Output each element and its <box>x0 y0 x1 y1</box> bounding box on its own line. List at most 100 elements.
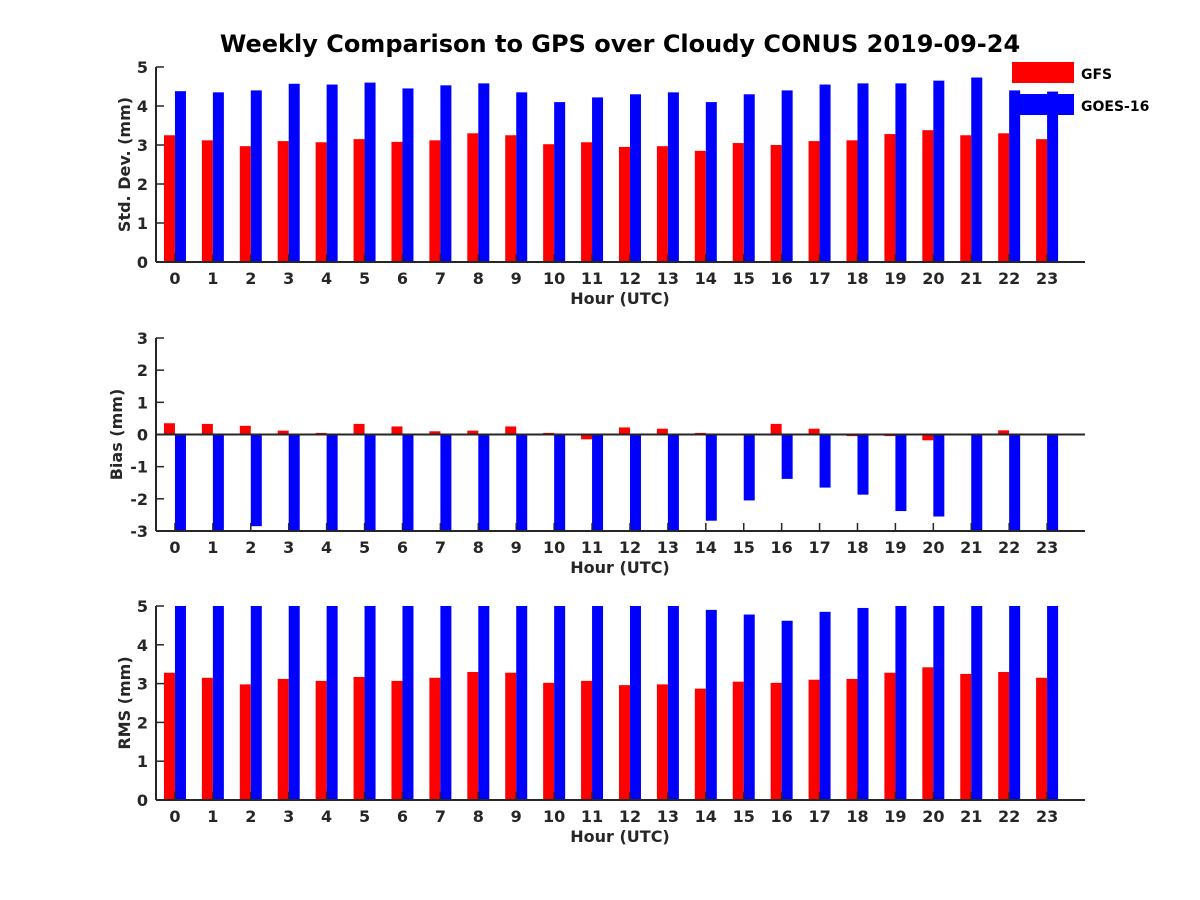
bar-rms-gfs-15 <box>732 681 744 800</box>
y-tick-label-stddev-2: 2 <box>137 175 148 194</box>
bar-bias-gfs-8 <box>467 430 479 435</box>
bar-rms-goes-16-2 <box>250 606 262 800</box>
x-tick-label-rms-20: 20 <box>922 807 944 826</box>
x-tick-label-stddev-16: 16 <box>771 269 793 288</box>
bar-bias-gfs-1 <box>201 423 213 435</box>
bar-rms-goes-16-8 <box>478 606 490 800</box>
bar-rms-goes-16-5 <box>364 606 376 800</box>
bar-bias-gfs-7 <box>429 431 441 435</box>
bar-rms-goes-16-9 <box>516 606 528 800</box>
x-tick-label-bias-6: 6 <box>397 538 408 557</box>
x-tick-label-bias-2: 2 <box>245 538 256 557</box>
x-tick-label-stddev-6: 6 <box>397 269 408 288</box>
x-tick-label-rms-10: 10 <box>543 807 565 826</box>
bar-stddev-goes-16-14 <box>705 102 717 262</box>
bar-rms-goes-16-20 <box>933 606 945 800</box>
bar-stddev-goes-16-1 <box>212 92 224 262</box>
bar-rms-goes-16-18 <box>857 607 869 800</box>
bar-stddev-goes-16-11 <box>592 97 604 262</box>
y-tick-label-stddev-5: 5 <box>137 58 148 77</box>
bar-rms-gfs-3 <box>277 678 289 800</box>
x-tick-label-stddev-12: 12 <box>619 269 641 288</box>
bar-stddev-gfs-21 <box>960 135 972 262</box>
bar-rms-goes-16-16 <box>781 620 793 800</box>
bar-bias-goes-16-20 <box>933 434 945 517</box>
x-tick-label-rms-16: 16 <box>771 807 793 826</box>
bar-stddev-goes-16-23 <box>1047 91 1059 262</box>
bar-stddev-goes-16-20 <box>933 80 945 263</box>
x-tick-label-bias-17: 17 <box>808 538 830 557</box>
x-tick-label-stddev-3: 3 <box>283 269 294 288</box>
bar-stddev-gfs-13 <box>656 146 668 262</box>
bar-rms-gfs-12 <box>618 685 630 800</box>
x-tick-label-rms-7: 7 <box>435 807 446 826</box>
bar-rms-goes-16-22 <box>1009 606 1021 800</box>
bar-bias-goes-16-5 <box>364 434 376 531</box>
bar-stddev-gfs-17 <box>808 141 820 262</box>
x-tick-label-bias-18: 18 <box>846 538 868 557</box>
bar-rms-gfs-8 <box>467 671 479 800</box>
bar-stddev-gfs-9 <box>505 135 517 262</box>
chart-title: Weekly Comparison to GPS over Cloudy CON… <box>219 30 1021 58</box>
bar-bias-gfs-13 <box>656 428 668 435</box>
bar-stddev-goes-16-10 <box>554 102 566 262</box>
x-tick-label-bias-21: 21 <box>960 538 982 557</box>
bar-stddev-goes-16-18 <box>857 83 869 262</box>
bar-rms-gfs-13 <box>656 684 668 800</box>
x-tick-label-rms-3: 3 <box>283 807 294 826</box>
y-tick-label-rms-0: 0 <box>137 791 148 810</box>
bar-stddev-goes-16-9 <box>516 92 528 262</box>
bar-stddev-goes-16-3 <box>288 83 300 263</box>
y-tick-label-stddev-1: 1 <box>137 214 148 233</box>
y-axis-label-rms: RMS (mm) <box>115 656 134 749</box>
y-tick-label-rms-1: 1 <box>137 752 148 771</box>
legend-swatch-gfs <box>1012 62 1074 83</box>
bar-bias-goes-16-0 <box>174 434 186 531</box>
bar-rms-gfs-4 <box>315 680 327 800</box>
x-tick-label-rms-5: 5 <box>359 807 370 826</box>
bar-rms-gfs-19 <box>884 672 896 800</box>
x-tick-label-rms-12: 12 <box>619 807 641 826</box>
bar-bias-goes-16-12 <box>629 434 641 531</box>
bar-stddev-gfs-2 <box>239 146 251 262</box>
x-tick-label-rms-15: 15 <box>733 807 755 826</box>
bar-bias-gfs-5 <box>353 423 365 435</box>
bar-rms-goes-16-17 <box>819 611 831 800</box>
x-tick-label-rms-13: 13 <box>657 807 679 826</box>
bar-rms-gfs-2 <box>239 684 251 800</box>
bar-rms-gfs-5 <box>353 677 365 800</box>
bar-stddev-gfs-18 <box>846 140 858 262</box>
legend-label-goes-16: GOES-16 <box>1081 99 1149 115</box>
x-tick-label-stddev-2: 2 <box>245 269 256 288</box>
bar-rms-goes-16-0 <box>174 606 186 800</box>
bar-rms-gfs-1 <box>201 677 213 800</box>
bar-rms-goes-16-1 <box>212 606 224 800</box>
x-tick-label-stddev-9: 9 <box>511 269 522 288</box>
bar-bias-goes-16-10 <box>554 434 566 531</box>
y-tick-label-bias-2: 2 <box>137 361 148 380</box>
bar-stddev-goes-16-2 <box>250 90 262 263</box>
bar-stddev-gfs-5 <box>353 139 365 262</box>
x-tick-label-bias-0: 0 <box>169 538 180 557</box>
bar-rms-goes-16-10 <box>554 606 566 800</box>
x-tick-label-bias-1: 1 <box>207 538 218 557</box>
bar-rms-goes-16-7 <box>440 606 452 800</box>
x-tick-label-rms-18: 18 <box>846 807 868 826</box>
bar-rms-goes-16-11 <box>592 606 604 800</box>
y-tick-label-stddev-3: 3 <box>137 136 148 155</box>
bar-bias-goes-16-3 <box>288 434 300 531</box>
bar-stddev-goes-16-7 <box>440 85 452 262</box>
bar-stddev-goes-16-22 <box>1009 90 1021 263</box>
bar-bias-goes-16-15 <box>743 434 755 501</box>
bar-bias-gfs-2 <box>239 425 251 435</box>
x-tick-label-stddev-8: 8 <box>473 269 484 288</box>
x-tick-label-stddev-15: 15 <box>733 269 755 288</box>
bar-stddev-gfs-12 <box>618 146 630 262</box>
bar-stddev-goes-16-8 <box>478 83 490 262</box>
bar-stddev-gfs-22 <box>998 133 1010 262</box>
x-tick-label-stddev-17: 17 <box>808 269 830 288</box>
legend-label-gfs: GFS <box>1081 67 1112 83</box>
bar-stddev-gfs-4 <box>315 142 327 262</box>
y-tick-label-stddev-4: 4 <box>137 97 148 116</box>
bar-rms-gfs-0 <box>163 672 175 800</box>
